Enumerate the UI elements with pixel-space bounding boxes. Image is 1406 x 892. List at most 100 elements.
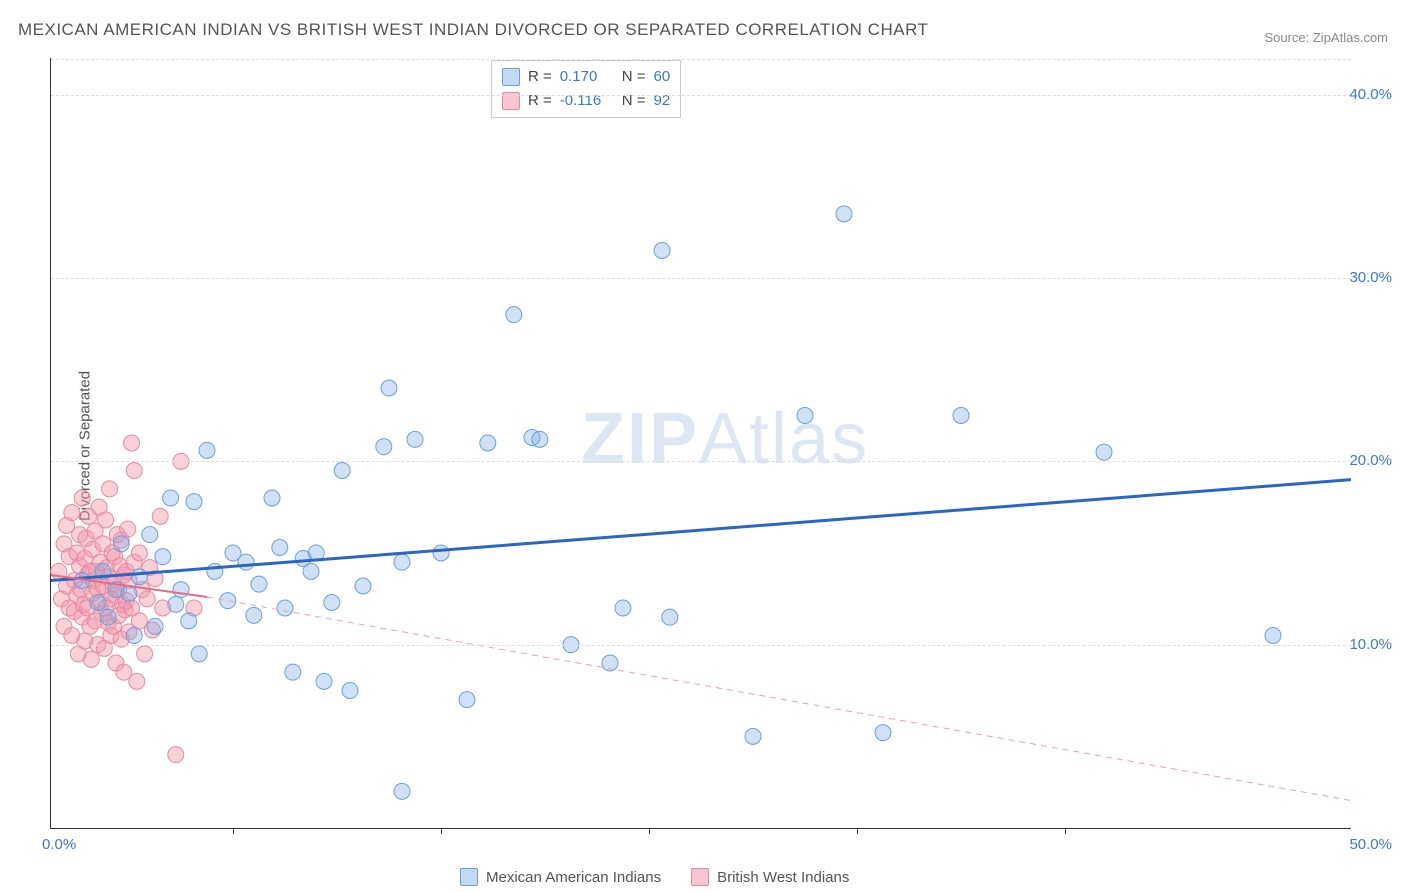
blue-point [342, 683, 358, 699]
blue-point [207, 563, 223, 579]
pink-swatch-icon [691, 868, 709, 886]
pink-point [102, 481, 118, 497]
pink-point [64, 505, 80, 521]
pink-point [131, 545, 147, 561]
blue-point [142, 527, 158, 543]
pink-point [129, 673, 145, 689]
blue-point [376, 439, 392, 455]
blue-point [199, 442, 215, 458]
blue-point [90, 595, 106, 611]
blue-point [163, 490, 179, 506]
blue-point [238, 554, 254, 570]
blue-swatch-icon [502, 68, 520, 86]
pink-point [124, 435, 140, 451]
blue-point [246, 607, 262, 623]
blue-point [1096, 444, 1112, 460]
blue-point [100, 609, 116, 625]
legend-item: British West Indians [691, 868, 849, 886]
blue-point [147, 618, 163, 634]
n-label: N = [622, 89, 646, 113]
r-value: 0.170 [560, 65, 614, 89]
blue-point [181, 613, 197, 629]
blue-point [155, 549, 171, 565]
blue-point [381, 380, 397, 396]
plot-area: ZIPAtlas R =0.170N =60R =-0.116N =92 [50, 58, 1351, 829]
blue-point [316, 673, 332, 689]
pink-point [152, 508, 168, 524]
blue-point [654, 243, 670, 259]
blue-point [186, 494, 202, 510]
n-value: 60 [654, 65, 671, 89]
x-tick [441, 828, 442, 834]
pink-point [168, 747, 184, 763]
blue-point [394, 783, 410, 799]
blue-swatch-icon [460, 868, 478, 886]
blue-point [459, 692, 475, 708]
r-label: R = [528, 65, 552, 89]
blue-point [303, 563, 319, 579]
blue-point [953, 408, 969, 424]
source-attribution: Source: ZipAtlas.com [1264, 30, 1388, 45]
blue-point [191, 646, 207, 662]
x-legend: Mexican American Indians British West Ind… [460, 868, 849, 886]
blue-point [532, 431, 548, 447]
blue-point [334, 463, 350, 479]
blue-point [836, 206, 852, 222]
blue-point [1265, 628, 1281, 644]
blue-point [324, 595, 340, 611]
blue-point [277, 600, 293, 616]
y-tick-label: 10.0% [1349, 636, 1392, 653]
blue-point [264, 490, 280, 506]
y-tick-label: 40.0% [1349, 86, 1392, 103]
pink-point [74, 490, 90, 506]
blue-point [433, 545, 449, 561]
pink-point [126, 463, 142, 479]
blue-point [745, 728, 761, 744]
blue-point [506, 307, 522, 323]
blue-point [272, 540, 288, 556]
blue-point [480, 435, 496, 451]
stats-row: R = 0.170 N = 60 [502, 65, 670, 89]
r-label: R = [528, 89, 552, 113]
legend-item: Mexican American Indians [460, 868, 661, 886]
n-value: 92 [654, 89, 671, 113]
y-tick-label: 20.0% [1349, 452, 1392, 469]
blue-point [875, 725, 891, 741]
pink-point [98, 512, 114, 528]
blue-point [220, 593, 236, 609]
r-value: -0.116 [560, 89, 614, 113]
chart-title: MEXICAN AMERICAN INDIAN VS BRITISH WEST … [18, 20, 928, 40]
y-tick-label: 30.0% [1349, 269, 1392, 286]
blue-point [168, 596, 184, 612]
chart-svg [51, 58, 1351, 828]
x-tick [1065, 828, 1066, 834]
x-tick-label: 50.0% [1349, 836, 1392, 853]
blue-point [355, 578, 371, 594]
legend-label: Mexican American Indians [486, 869, 661, 886]
blue-point [285, 664, 301, 680]
blue-point [394, 554, 410, 570]
pink-extrapolation-line [207, 597, 1351, 801]
stats-legend-box: R = 0.170 N = 60 R = -0.116 N = 92 [491, 60, 681, 118]
x-tick [649, 828, 650, 834]
grid-line [51, 278, 1351, 279]
blue-point [126, 628, 142, 644]
blue-point [662, 609, 678, 625]
grid-line [51, 461, 1351, 462]
n-label: N = [622, 65, 646, 89]
legend-label: British West Indians [717, 869, 849, 886]
x-tick [233, 828, 234, 834]
pink-point [120, 521, 136, 537]
pink-point [83, 651, 99, 667]
blue-point [797, 408, 813, 424]
pink-point [137, 646, 153, 662]
blue-point [615, 600, 631, 616]
blue-point [113, 536, 129, 552]
grid-line [51, 59, 1351, 60]
pink-point [139, 591, 155, 607]
x-tick [857, 828, 858, 834]
blue-trend-line [51, 480, 1351, 581]
blue-point [407, 431, 423, 447]
grid-line [51, 95, 1351, 96]
grid-line [51, 645, 1351, 646]
